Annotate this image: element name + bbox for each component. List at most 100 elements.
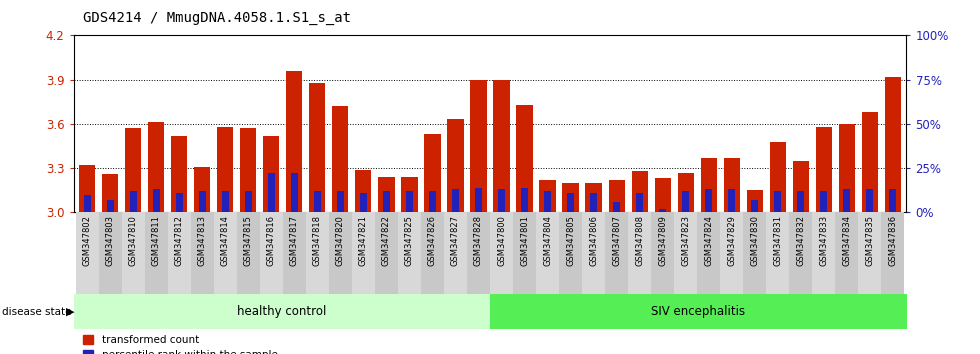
Bar: [839, 124, 855, 212]
Bar: [820, 191, 827, 212]
Bar: [705, 189, 712, 212]
Bar: [536, 212, 559, 294]
Bar: [406, 191, 414, 212]
Bar: [172, 136, 187, 212]
Bar: [378, 177, 395, 212]
Bar: [264, 136, 279, 212]
Text: ▶: ▶: [66, 307, 74, 316]
Bar: [424, 134, 441, 212]
Bar: [628, 212, 651, 294]
Text: GSM347832: GSM347832: [796, 215, 806, 266]
Text: GSM347804: GSM347804: [543, 215, 552, 266]
Bar: [360, 193, 368, 212]
Bar: [191, 212, 214, 294]
Bar: [75, 212, 99, 294]
Bar: [566, 193, 574, 212]
Bar: [214, 212, 237, 294]
Text: GSM347809: GSM347809: [659, 215, 667, 266]
Bar: [516, 105, 532, 212]
Bar: [444, 212, 467, 294]
Text: GSM347808: GSM347808: [635, 215, 644, 266]
Bar: [774, 191, 781, 212]
Bar: [747, 190, 762, 212]
Bar: [885, 77, 901, 212]
Bar: [240, 129, 257, 212]
Text: GSM347807: GSM347807: [612, 215, 621, 266]
Bar: [218, 127, 233, 212]
Bar: [268, 173, 275, 212]
Bar: [563, 183, 578, 212]
Bar: [107, 200, 114, 212]
Text: GSM347836: GSM347836: [888, 215, 898, 266]
Bar: [99, 212, 122, 294]
Text: GSM347813: GSM347813: [198, 215, 207, 266]
Bar: [636, 193, 643, 212]
Text: GSM347803: GSM347803: [106, 215, 115, 266]
Bar: [835, 212, 858, 294]
Bar: [659, 209, 666, 212]
Bar: [815, 127, 832, 212]
Text: GSM347828: GSM347828: [474, 215, 483, 266]
Text: GSM347800: GSM347800: [497, 215, 506, 266]
Bar: [697, 212, 720, 294]
Bar: [585, 183, 602, 212]
Text: GDS4214 / MmugDNA.4058.1.S1_s_at: GDS4214 / MmugDNA.4058.1.S1_s_at: [83, 11, 351, 25]
Bar: [751, 200, 759, 212]
Bar: [375, 212, 398, 294]
Text: GSM347810: GSM347810: [128, 215, 138, 266]
Text: GSM347827: GSM347827: [451, 215, 460, 266]
Bar: [467, 212, 490, 294]
Text: GSM347835: GSM347835: [865, 215, 874, 266]
Bar: [337, 191, 344, 212]
Bar: [168, 212, 191, 294]
Bar: [286, 71, 303, 212]
Bar: [291, 173, 298, 212]
Bar: [544, 191, 551, 212]
Text: GSM347801: GSM347801: [520, 215, 529, 266]
Text: GSM347811: GSM347811: [152, 215, 161, 266]
Text: GSM347829: GSM347829: [727, 215, 736, 266]
Bar: [283, 212, 306, 294]
Bar: [245, 191, 252, 212]
Text: GSM347833: GSM347833: [819, 215, 828, 266]
Text: GSM347814: GSM347814: [220, 215, 230, 266]
Bar: [812, 212, 835, 294]
Bar: [674, 212, 697, 294]
Bar: [655, 178, 670, 212]
Text: GSM347822: GSM347822: [382, 215, 391, 266]
Bar: [797, 191, 805, 212]
Bar: [452, 189, 459, 212]
Text: GSM347834: GSM347834: [842, 215, 852, 266]
Bar: [448, 120, 464, 212]
Bar: [513, 212, 536, 294]
Bar: [866, 189, 873, 212]
Bar: [79, 165, 95, 212]
Legend: transformed count, percentile rank within the sample: transformed count, percentile rank withi…: [78, 331, 281, 354]
Bar: [582, 212, 605, 294]
Bar: [521, 188, 528, 212]
Text: GSM347831: GSM347831: [773, 215, 782, 266]
Text: GSM347817: GSM347817: [290, 215, 299, 266]
Bar: [605, 212, 628, 294]
Bar: [682, 191, 689, 212]
Text: disease state: disease state: [2, 307, 72, 316]
Text: GSM347825: GSM347825: [405, 215, 414, 266]
Text: GSM347826: GSM347826: [428, 215, 437, 266]
Bar: [475, 188, 482, 212]
Bar: [194, 167, 211, 212]
Text: GSM347830: GSM347830: [750, 215, 760, 266]
Bar: [306, 212, 329, 294]
Text: GSM347818: GSM347818: [313, 215, 321, 266]
Bar: [332, 106, 349, 212]
Bar: [429, 191, 436, 212]
Bar: [728, 189, 735, 212]
Bar: [559, 212, 582, 294]
Bar: [421, 212, 444, 294]
Bar: [766, 212, 789, 294]
Bar: [175, 193, 183, 212]
Bar: [83, 195, 91, 212]
Bar: [74, 294, 490, 329]
Bar: [237, 212, 260, 294]
Bar: [769, 142, 786, 212]
Bar: [402, 177, 417, 212]
